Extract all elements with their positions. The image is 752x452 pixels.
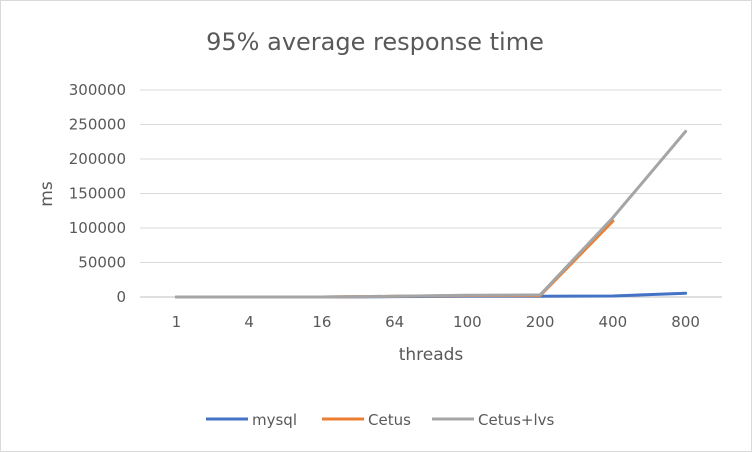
x-tick-label: 4	[244, 313, 254, 331]
x-tick-label: 1	[172, 313, 182, 331]
y-tick-label: 300000	[69, 81, 126, 99]
y-tick-label: 0	[116, 288, 126, 306]
legend-label: Cetus	[368, 411, 411, 429]
y-tick-label: 250000	[69, 116, 126, 134]
legend-item: Cetus+lvs	[432, 411, 555, 429]
legend-label: mysql	[252, 411, 297, 429]
y-axis-title: ms	[37, 181, 57, 207]
chart-title: 95% average response time	[206, 28, 544, 56]
y-tick-label: 150000	[69, 185, 126, 203]
series-lines	[174, 129, 688, 299]
x-tick-label: 400	[599, 313, 628, 331]
y-tick-label: 100000	[69, 219, 126, 237]
x-tick-label: 800	[671, 313, 700, 331]
legend: mysql Cetus Cetus+lvs	[206, 411, 555, 429]
x-axis-title: threads	[399, 345, 464, 365]
series-line-cetus-lvs	[174, 129, 688, 299]
legend-item: Cetus	[322, 411, 411, 429]
legend-item: mysql	[206, 411, 297, 429]
legend-label: Cetus+lvs	[478, 411, 555, 429]
x-axis-tick-labels: 1 4 16 64 100 200 400 800	[172, 313, 700, 331]
x-tick-label: 64	[385, 313, 404, 331]
y-axis-tick-labels: 0 50000 100000 150000 200000 250000 300000	[69, 81, 126, 306]
x-tick-label: 16	[312, 313, 331, 331]
y-tick-label: 200000	[69, 150, 126, 168]
y-tick-label: 50000	[78, 254, 126, 272]
x-tick-label: 100	[453, 313, 482, 331]
x-tick-label: 200	[526, 313, 555, 331]
